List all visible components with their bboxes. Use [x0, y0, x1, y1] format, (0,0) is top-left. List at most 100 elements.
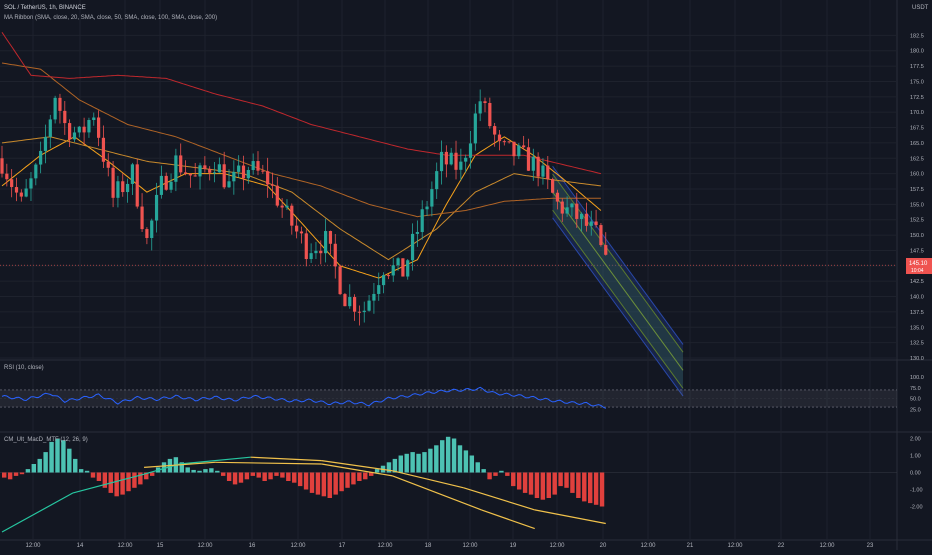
candle-body — [217, 164, 221, 173]
macd-histogram-bar — [78, 469, 84, 473]
candle-body — [169, 181, 173, 190]
macd-histogram-bar — [244, 472, 250, 480]
candle-body — [420, 209, 424, 233]
macd-histogram-bar — [114, 472, 119, 497]
rsi-pane — [0, 386, 897, 409]
time-tick-label: 12:00 — [290, 543, 306, 549]
channel-line — [552, 173, 684, 353]
candle-body — [580, 213, 584, 219]
macd-histogram-bar — [327, 472, 332, 498]
symbol-title: SOL / TetherUS, 1h, BINANCE — [4, 5, 86, 11]
macd-line-segment — [250, 456, 322, 462]
price-tick-label: 180.0 — [910, 49, 924, 55]
candle-body — [270, 184, 275, 186]
macd-histogram-bar — [132, 472, 137, 488]
candle-body — [599, 225, 603, 246]
candle-body — [410, 233, 415, 261]
candle-body — [546, 165, 550, 180]
macd-histogram-bar — [7, 472, 13, 480]
macd-line-segment — [321, 460, 393, 472]
candle-body — [343, 294, 347, 307]
macd-histogram-bar — [363, 472, 368, 480]
ma-line-sma-20 — [1, 136, 602, 279]
macd-histogram-bar — [256, 472, 261, 478]
macd-histogram-bar — [144, 472, 149, 480]
time-tick-label: 12:00 — [549, 543, 565, 549]
candle-body — [449, 152, 453, 165]
macd-histogram-bar — [475, 462, 480, 473]
time-tick-label: 22 — [778, 543, 785, 549]
candle-body — [430, 189, 434, 207]
candle-body — [517, 145, 521, 157]
candle-body — [232, 171, 236, 182]
candle-body — [377, 285, 381, 294]
macd-histogram-bar — [221, 472, 226, 476]
candle-body — [372, 293, 376, 301]
price-tag-box — [906, 258, 932, 274]
price-tick-label: 137.5 — [910, 310, 924, 316]
macd-histogram-bar — [493, 472, 498, 476]
macd-signal-segment — [215, 461, 322, 465]
ma-ribbon-label: MA Ribbon (SMA, close, 20, SMA, close, 5… — [4, 15, 217, 21]
candle-body — [72, 132, 77, 140]
channel-line — [552, 191, 684, 371]
time-tick-label: 12:00 — [117, 543, 133, 549]
price-tick-label: 142.5 — [910, 279, 924, 285]
candle-body — [246, 169, 250, 179]
macd-histogram-bar — [445, 436, 451, 473]
macd-line-segment — [72, 473, 145, 494]
candle-body — [111, 167, 115, 198]
macd-histogram-bar — [149, 472, 155, 476]
candle-body — [145, 229, 149, 238]
macd-histogram-bar — [593, 472, 599, 505]
candle-body — [251, 161, 255, 170]
macd-tick-label: 1.00 — [910, 454, 921, 460]
channel-line — [552, 217, 684, 397]
candle-body — [444, 151, 448, 165]
candle-body — [299, 231, 304, 234]
macd-histogram-bar — [386, 462, 392, 473]
candle-body — [164, 175, 168, 190]
candle-body — [473, 113, 477, 144]
ma-line-sma-100 — [1, 62, 601, 218]
macd-histogram-bar — [49, 441, 54, 473]
candle-body — [459, 161, 463, 170]
candle-body — [19, 192, 23, 197]
candle-body — [483, 101, 487, 103]
macd-signal-segment — [481, 509, 535, 530]
candle-body — [352, 297, 357, 312]
candle-body — [77, 126, 81, 133]
macd-histogram-bar — [481, 469, 486, 473]
candle-body — [53, 97, 57, 120]
price-tag-time: 10:04 — [911, 268, 924, 274]
macd-histogram-bar — [203, 469, 208, 473]
candle-body — [604, 245, 608, 255]
candle-body — [261, 170, 265, 172]
time-tick-label: 21 — [687, 543, 694, 549]
candle-body — [439, 151, 444, 172]
time-tick-label: 14 — [77, 543, 84, 549]
candle-body — [391, 265, 395, 276]
macd-histogram-bar — [434, 445, 439, 473]
candlesticks — [0, 89, 608, 326]
macd-line-segment — [1, 492, 74, 533]
time-tick-label: 15 — [157, 543, 164, 549]
macd-histogram-bar — [440, 440, 445, 473]
macd-histogram-bar — [55, 438, 60, 473]
candle-body — [256, 161, 260, 171]
candle-body — [304, 233, 308, 260]
macd-histogram-bar — [262, 472, 267, 481]
macd-histogram-bar — [286, 472, 291, 481]
candle-body — [575, 203, 579, 219]
macd-tick-label: 2.00 — [910, 437, 921, 443]
macd-histogram-bar — [13, 472, 19, 476]
price-tick-label: 147.5 — [910, 248, 924, 254]
time-tick-label: 12:00 — [640, 543, 656, 549]
macd-histogram-bar — [576, 472, 581, 498]
macd-histogram-bar — [315, 472, 321, 495]
candle-body — [198, 165, 202, 177]
macd-histogram-bar — [582, 472, 587, 502]
candle-body — [5, 173, 9, 180]
